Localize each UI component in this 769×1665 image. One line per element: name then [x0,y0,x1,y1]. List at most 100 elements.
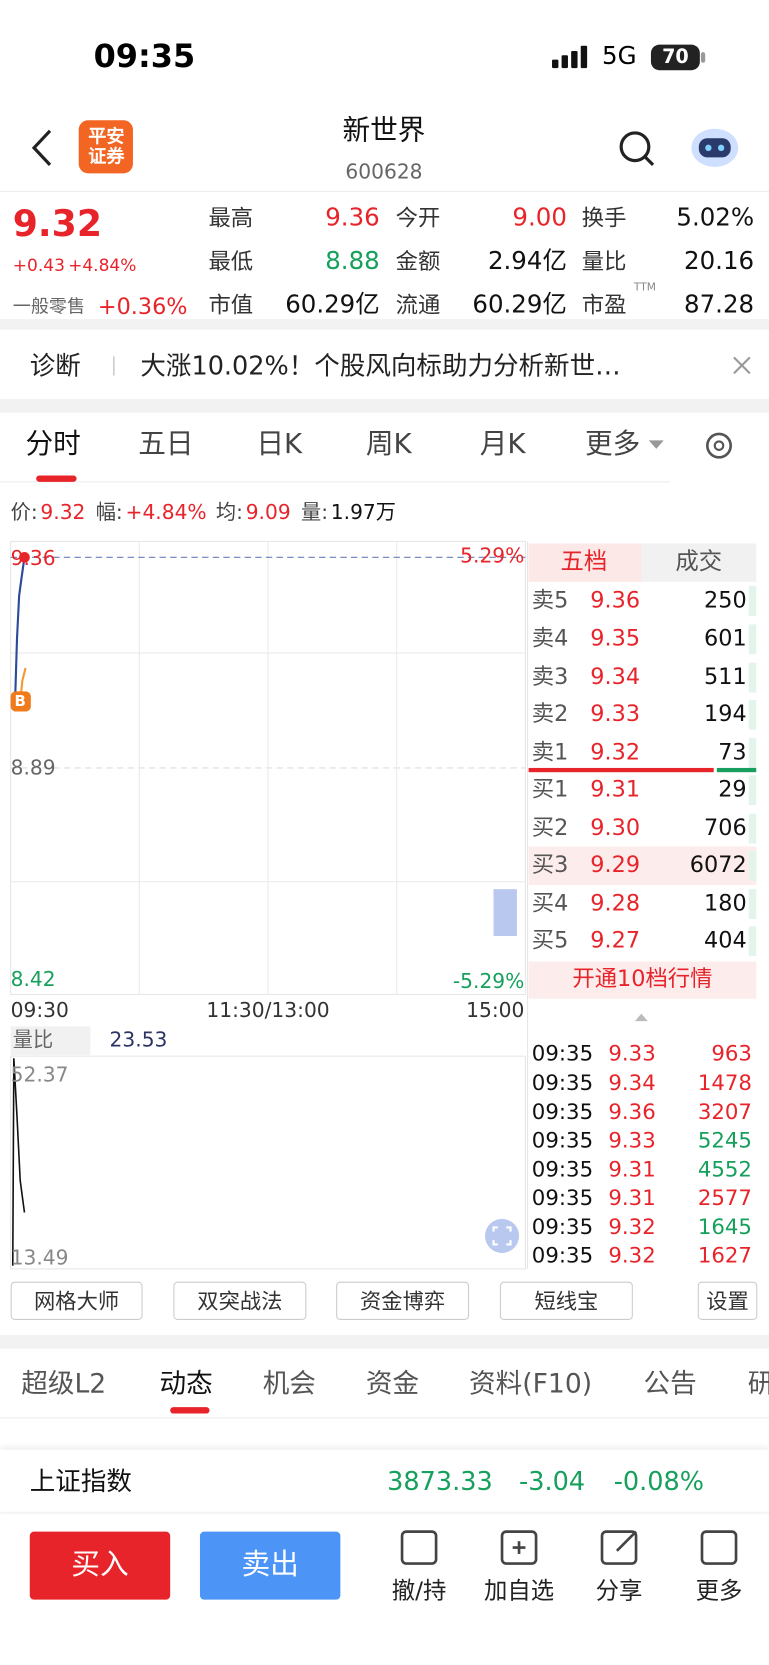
summary-value: 9.09 [245,500,291,524]
trade-volume: 4552 [697,1156,752,1182]
detail-tab[interactable]: 动态 [159,1367,213,1399]
detail-tab[interactable]: 超级L2 [21,1367,107,1399]
detail-tab[interactable]: 研 [748,1368,769,1400]
axis-label: 52.37 [10,1063,69,1087]
action-icon [400,1530,438,1565]
chart-tab[interactable]: 月K [479,429,526,461]
book-volume: 404 [704,927,747,954]
dropdown-icon [648,440,664,449]
summary-value: 9.32 [40,500,86,524]
logo-text: 证券 [88,146,125,168]
upgrade-text[interactable]: 开通10档行情 [572,966,713,992]
book-volume: 511 [704,664,747,690]
book-label: 卖1 [531,739,569,766]
separator [0,398,769,413]
book-price: 9.33 [590,701,641,727]
action-label[interactable]: 更多 [695,1578,743,1605]
spacer [723,1474,739,1485]
tool-label[interactable]: 短线宝 [534,1288,599,1314]
detail-tab[interactable]: 资料(F10) [469,1367,593,1399]
book-label: 买3 [531,852,569,878]
book-tab-active[interactable] [528,543,642,582]
book-label: 卖5 [531,587,569,614]
retail-label: 一般零售 [12,296,86,318]
diagnosis-text[interactable]: 大涨10.02%！个股风向标助力分析新世… [140,350,621,381]
book-price: 9.28 [590,890,641,917]
volume-bar [748,738,757,768]
buy-marker-text: B [14,693,26,711]
stat-label: 量比 [581,249,627,275]
trade-time: 09:35 [531,1070,594,1096]
action-icon [500,1530,538,1565]
tool-button[interactable] [697,1281,758,1320]
sell-label[interactable]: 卖出 [241,1548,299,1582]
chart-frame [10,1055,526,1270]
index-name: 上证指数 [29,1466,132,1497]
summary-value: 1.97万 [330,500,396,524]
detail-tab[interactable]: 公告 [643,1367,697,1399]
stat-value: 60.29亿 [285,291,380,320]
chart-tab[interactable]: 分时 [25,429,81,461]
expand-button[interactable] [493,889,517,936]
stat-value: 60.29亿 [472,291,567,320]
tool-label[interactable]: 双突战法 [197,1288,283,1314]
stock-name: 新世界 [342,115,426,148]
tool-button[interactable] [173,1281,307,1320]
stat-note: TTM [633,281,656,294]
indicator-label: 量比 [12,1028,54,1052]
detail-tab[interactable]: 资金 [365,1367,420,1399]
chart-tab[interactable]: 更多 [584,429,641,461]
action-label[interactable]: 分享 [595,1578,643,1605]
tool-button[interactable] [499,1281,633,1320]
book-volume: 180 [704,890,747,917]
stat-label: 市值 [208,292,254,319]
trade-time: 09:35 [531,1127,594,1153]
chart-tab[interactable]: 日K [256,429,303,461]
stat-value: 87.28 [684,291,755,320]
tool-label[interactable]: 网格大师 [34,1288,120,1314]
summary-label: 价: [10,500,38,524]
diagnosis-label: 诊断 [29,350,81,381]
trade-price: 9.33 [608,1127,656,1153]
book-tab[interactable] [641,543,757,582]
trade-time: 09:35 [531,1242,594,1268]
axis-label: 8.42 [10,967,56,991]
detail-tab[interactable]: 机会 [262,1367,316,1399]
book-price: 9.36 [590,587,641,614]
collapse-icon [634,1013,648,1022]
action-label[interactable]: 加自选 [483,1578,555,1605]
book-price: 9.34 [590,664,641,690]
book-tab-label[interactable]: 成交 [675,548,723,576]
assistant-icon [717,144,725,152]
volume-bar [748,624,757,655]
trade-volume: 963 [711,1040,752,1066]
book-tab-label[interactable]: 五档 [560,548,608,576]
action-label[interactable]: 撤/持 [391,1578,447,1605]
buy-button[interactable] [29,1531,171,1600]
tool-label[interactable]: 设置 [706,1288,749,1314]
upgrade-banner[interactable] [528,961,757,999]
trade-time: 09:35 [531,1184,594,1211]
trade-volume: 3207 [697,1098,752,1125]
time-label: 09:30 [10,998,69,1022]
chart-tab[interactable]: 周K [365,429,412,461]
volume-bar [748,850,757,881]
settings-icon [713,440,725,451]
tool-label[interactable]: 资金博弈 [360,1288,446,1314]
tool-button[interactable] [10,1281,143,1320]
chart-tab[interactable]: 五日 [138,429,194,461]
buy-label[interactable]: 买入 [71,1548,129,1582]
signal-bar [580,45,588,69]
status-time: 09:35 [93,38,196,76]
book-price: 9.30 [590,815,641,841]
summary-label: 幅: [95,500,123,524]
indicator-selector[interactable] [10,1026,91,1056]
volume-bar [748,775,757,806]
book-label: 买4 [531,890,569,917]
tool-button[interactable] [336,1281,470,1320]
ask-bid-ratio [528,767,714,773]
sell-button[interactable] [199,1531,341,1600]
trade-price: 9.32 [608,1213,656,1240]
trade-time: 09:35 [531,1098,594,1125]
